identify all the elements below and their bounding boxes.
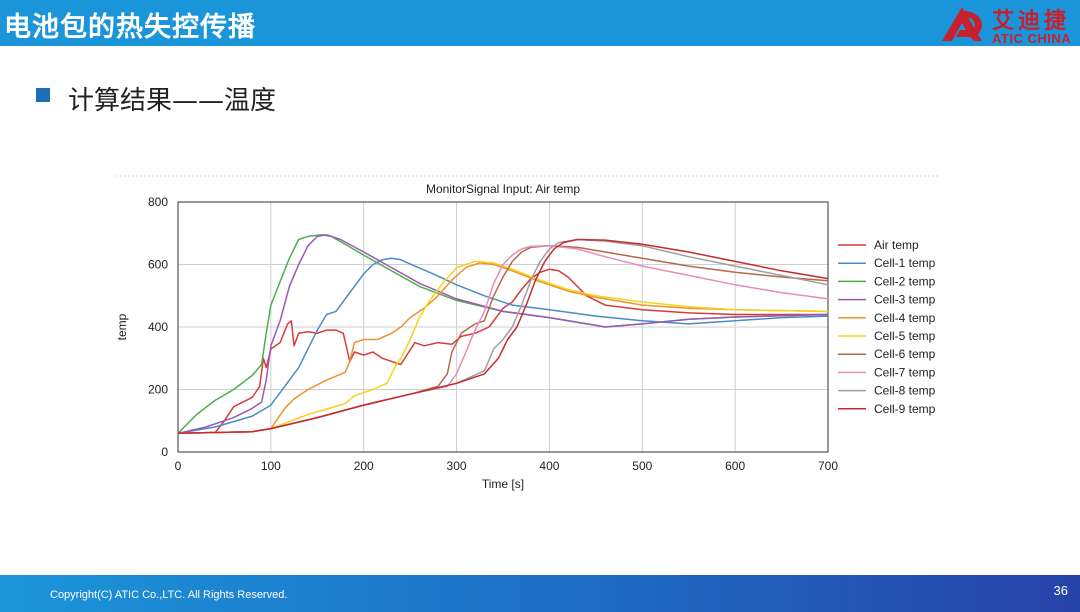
x-axis-label: Time [s] (482, 477, 524, 491)
x-tick-label: 500 (632, 459, 652, 473)
temperature-chart: 0 100 200 300 400 500 600 700 0 200 400 600 800 Monit… (108, 170, 948, 510)
y-tick-label: 0 (161, 445, 168, 459)
legend-label-3: Cell-2 temp (874, 274, 936, 288)
x-tick-label: 600 (725, 459, 745, 473)
copyright-text: Copyright(C) ATIC Co.,LTC. All Rights Re… (50, 589, 288, 601)
legend-label-4: Cell-3 temp (874, 293, 936, 307)
legend-label-7: Cell-6 temp (874, 347, 936, 361)
series-line-5 (177, 262, 829, 435)
logo-english-name: ATIC CHINA (992, 31, 1072, 46)
x-tick-label: 300 (447, 459, 467, 473)
x-tick-label: 200 (354, 459, 374, 473)
plot-border (177, 201, 829, 453)
x-tick-label: 0 (175, 459, 182, 473)
slide-title: 电池包的热失控传播 (4, 12, 256, 43)
legend-label-9: Cell-8 temp (874, 384, 936, 398)
footer-bar: Copyright(C) ATIC Co.,LTC. All Rights Re… (0, 575, 1080, 612)
y-tick-label: 200 (148, 383, 168, 397)
series-line-4 (177, 234, 829, 435)
logo-chinese-name: 艾迪捷 (992, 9, 1071, 34)
bullet-square-icon (36, 88, 50, 102)
x-tick-label: 100 (261, 459, 281, 473)
chart-title: MonitorSignal Input: Air temp (426, 182, 580, 196)
series-line-6 (177, 260, 829, 435)
page-number: 36 (1053, 583, 1068, 598)
x-tick-label: 400 (539, 459, 559, 473)
y-tick-label: 400 (148, 320, 168, 334)
legend-label-1: Air temp (874, 238, 919, 252)
legend-label-5: Cell-4 temp (874, 311, 936, 325)
logo-mark-icon (942, 7, 982, 41)
legend-label-10: Cell-9 temp (874, 402, 936, 416)
series-line-10 (177, 238, 829, 435)
bullet-text: 计算结果——温度 (68, 86, 277, 116)
y-axis-label: temp (115, 313, 129, 340)
series-line-2 (177, 257, 829, 435)
header-bar: 电池包的热失控传播 艾迪捷 ATIC CHINA (0, 0, 1080, 46)
company-logo: 艾迪捷 ATIC CHINA (940, 3, 1080, 46)
y-tick-label: 800 (148, 195, 168, 209)
chart-svg: 0 100 200 300 400 500 600 700 0 200 400 600 800 Monit… (115, 175, 940, 491)
y-tick-label: 600 (148, 258, 168, 272)
legend-label-6: Cell-5 temp (874, 329, 936, 343)
legend-label-2: Cell-1 temp (874, 256, 936, 270)
x-tick-label: 700 (818, 459, 838, 473)
legend-label-8: Cell-7 temp (874, 365, 936, 379)
